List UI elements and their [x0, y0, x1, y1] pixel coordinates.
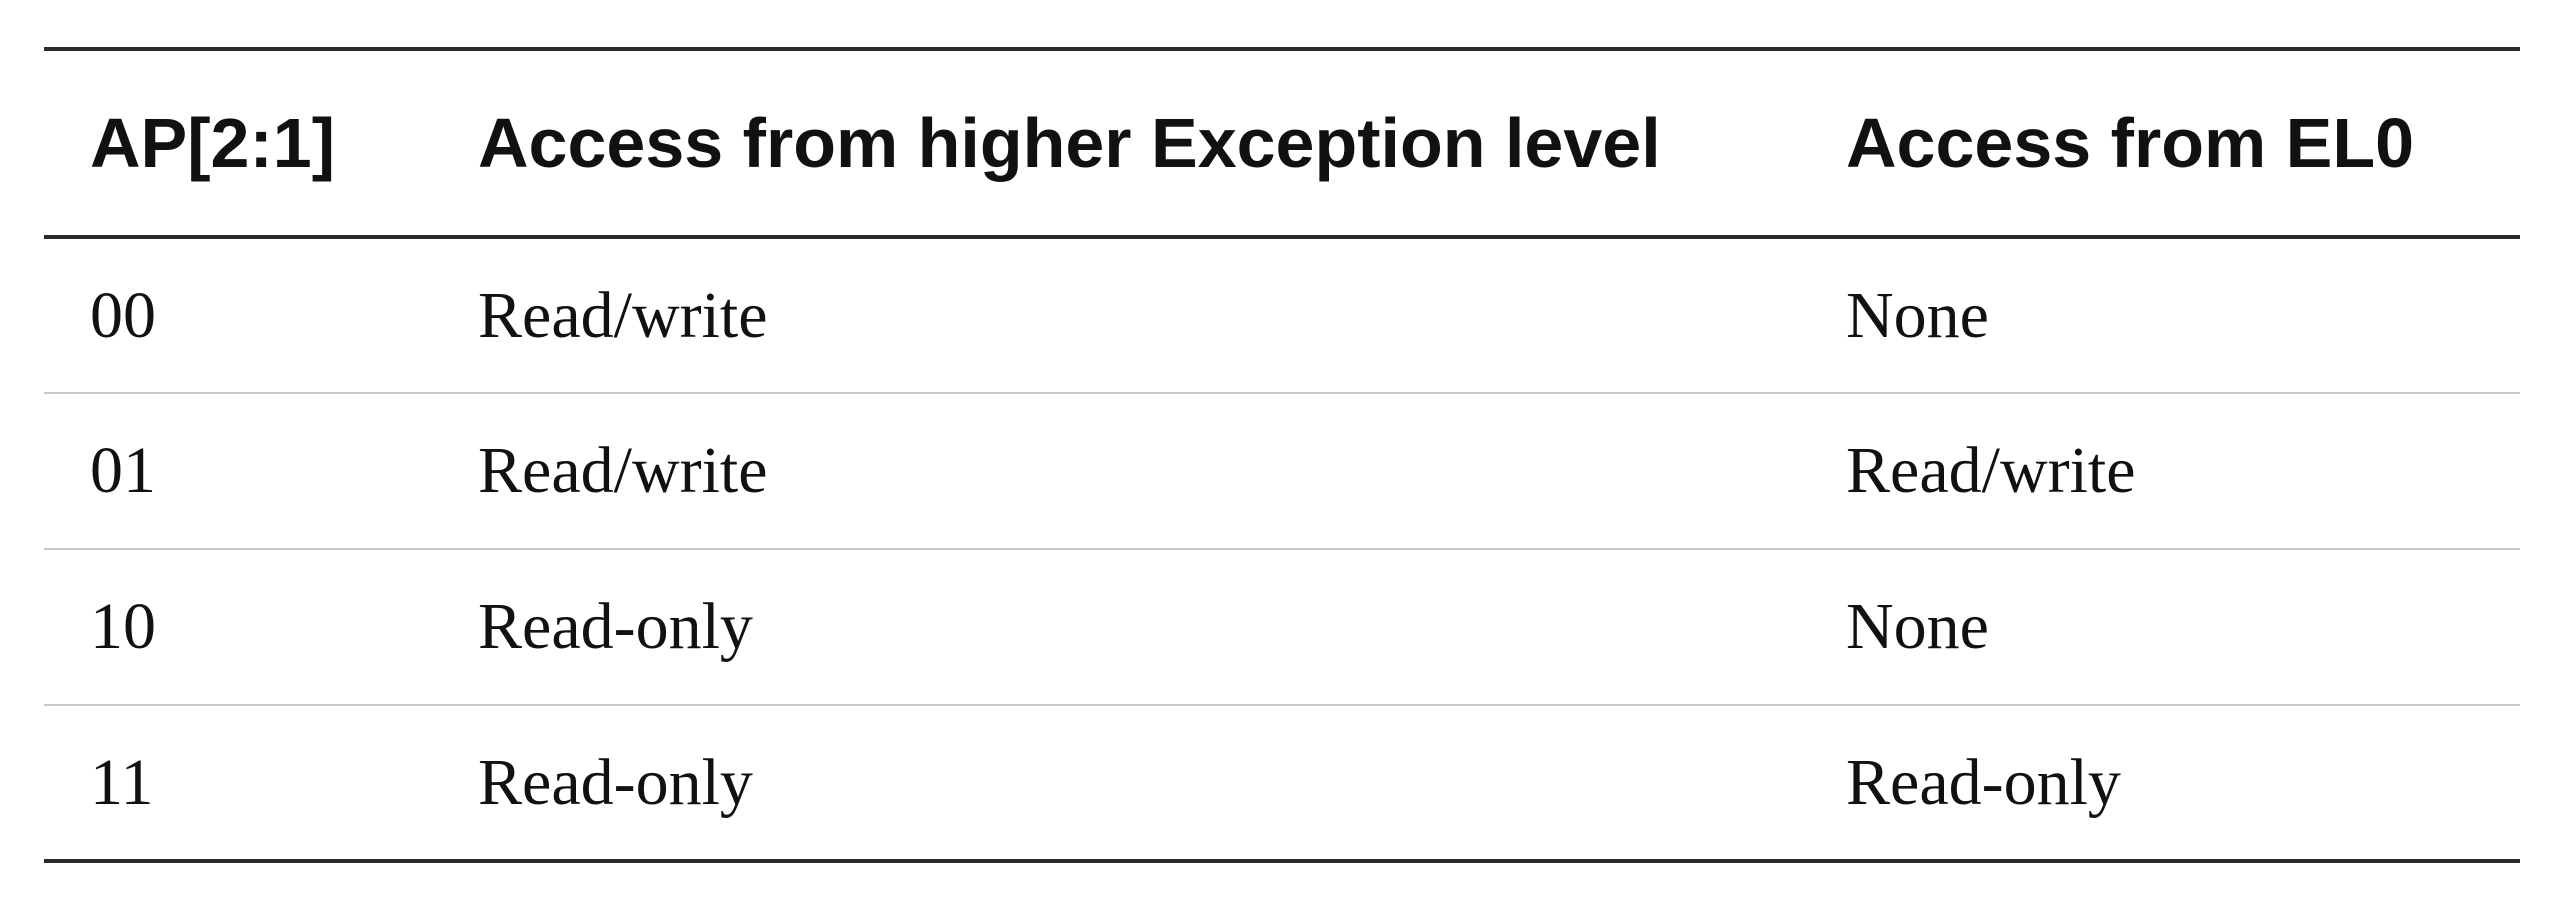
- header-row: AP[2:1] Access from higher Exception lev…: [44, 49, 2520, 237]
- header-el0-access: Access from EL0: [1846, 104, 2415, 182]
- cell-higher-el-access: Read/write: [478, 278, 768, 352]
- cell-el0-access: Read/write: [1846, 434, 2136, 507]
- cell-el0-access: Read-only: [1846, 745, 2121, 819]
- access-permissions-table: AP[2:1] Access from higher Exception lev…: [44, 47, 2520, 863]
- table-row: 10 Read-only None: [44, 549, 2520, 705]
- cell-higher-el-access: Read/write: [478, 434, 768, 507]
- cell-ap-bits: 11: [90, 745, 154, 819]
- cell-higher-el-access: Read-only: [478, 590, 753, 663]
- access-permissions-table-container: AP[2:1] Access from higher Exception lev…: [44, 47, 2520, 863]
- header-higher-el-access: Access from higher Exception level: [478, 104, 1661, 182]
- cell-ap-bits: 01: [90, 434, 156, 507]
- cell-ap-bits: 00: [90, 278, 156, 352]
- table-header: AP[2:1] Access from higher Exception lev…: [44, 49, 2520, 237]
- cell-higher-el-access: Read-only: [478, 745, 753, 819]
- cell-el0-access: None: [1846, 590, 1989, 663]
- cell-el0-access: None: [1846, 278, 1989, 352]
- header-ap-bits: AP[2:1]: [90, 104, 336, 182]
- table-row: 11 Read-only Read-only: [44, 705, 2520, 861]
- table-body: 00 Read/write None 01 Read/write Read/wr…: [44, 237, 2520, 861]
- table-row: 01 Read/write Read/write: [44, 393, 2520, 549]
- table-row: 00 Read/write None: [44, 237, 2520, 393]
- cell-ap-bits: 10: [90, 590, 156, 663]
